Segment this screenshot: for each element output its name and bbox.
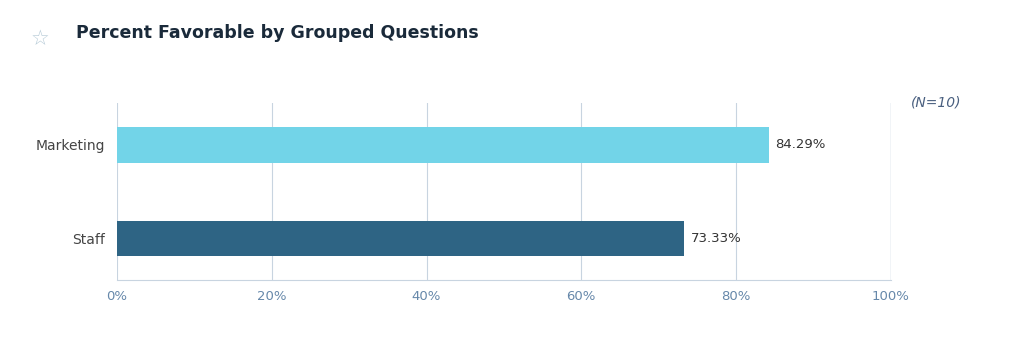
Text: ☆: ☆	[31, 29, 49, 49]
Text: (N=10): (N=10)	[911, 96, 962, 110]
Text: 84.29%: 84.29%	[776, 138, 826, 151]
Bar	[117, 127, 770, 162]
Text: Percent Favorable by Grouped Questions: Percent Favorable by Grouped Questions	[76, 24, 479, 42]
Text: 73.33%: 73.33%	[690, 232, 741, 245]
Bar	[117, 221, 684, 256]
